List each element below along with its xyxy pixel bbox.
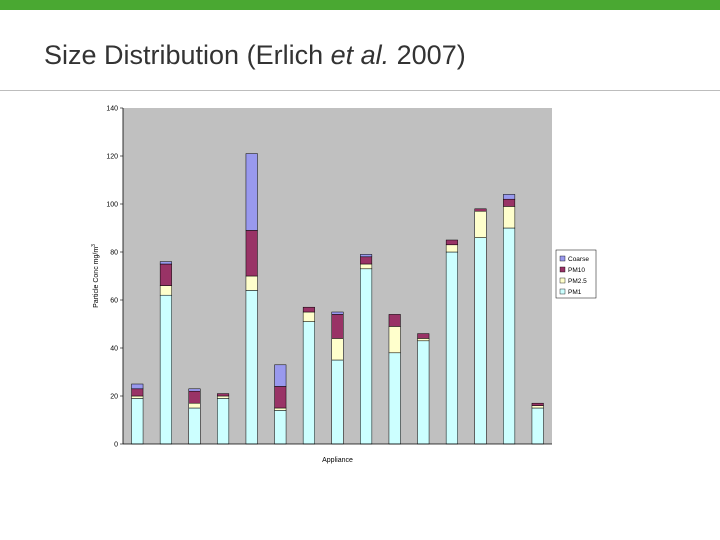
bar-segment-pm10	[159, 263, 172, 286]
bar-segment-pm2-5	[188, 402, 201, 409]
bar-segment-pm2-5	[417, 338, 430, 342]
title-italic: et al.	[330, 40, 390, 70]
bar-segment-pm10	[131, 388, 144, 397]
bar-segment-pm1	[531, 407, 544, 445]
bar-segment-pm10	[302, 306, 315, 313]
y-tick-label: 60	[110, 298, 118, 305]
bar-segment-pm1	[445, 251, 458, 445]
bar-segment-pm2-5	[388, 326, 401, 354]
y-tick-label: 20	[110, 394, 118, 401]
y-tick-label: 0	[114, 442, 118, 449]
bar-segment-pm2-5	[331, 338, 344, 361]
bar-segment-coarse	[503, 194, 516, 200]
slide-title: Size Distribution (Erlich et al. 2007)	[44, 40, 466, 71]
bar-segment-pm1	[331, 359, 344, 445]
bar-segment-pm1	[131, 398, 144, 445]
y-tick-label: 140	[106, 106, 118, 113]
y-tick-label: 40	[110, 346, 118, 353]
bar-segment-pm10	[417, 333, 430, 339]
bar-segment-pm2-5	[503, 206, 516, 229]
y-axis-label: Particle Conc mg/m3	[91, 244, 100, 308]
y-axis-label-text: Particle Conc mg/m	[93, 247, 100, 308]
bar-segment-pm2-5	[245, 275, 258, 291]
bar-segment-pm1	[388, 352, 401, 445]
bar-segment-pm1	[159, 294, 172, 445]
bar-segment-pm10	[217, 393, 230, 397]
bar-segment-pm10	[531, 402, 544, 406]
bar-segment-pm1	[474, 237, 487, 445]
legend-swatch	[559, 277, 566, 284]
bar-segment-pm10	[360, 256, 373, 265]
bar-segment-coarse	[245, 153, 258, 231]
title-divider	[0, 90, 720, 91]
top-accent-bar	[0, 0, 720, 10]
bar-segment-pm10	[188, 390, 201, 404]
bar-segment-pm2-5	[159, 285, 172, 296]
bar-segment-pm1	[274, 410, 287, 445]
bar-segment-pm10	[245, 230, 258, 277]
title-main: Size Distribution (Erlich	[44, 40, 331, 70]
legend-label: PM1	[568, 289, 582, 296]
legend-label: Coarse	[568, 256, 589, 263]
bar-segment-pm2-5	[302, 311, 315, 322]
bar-segment-pm2-5	[131, 395, 144, 399]
bar-segment-pm10	[445, 239, 458, 246]
legend-label: PM10	[568, 267, 585, 274]
bar-segment-pm2-5	[217, 395, 230, 399]
bar-segment-pm10	[474, 208, 487, 212]
legend-label: PM2.5	[568, 278, 587, 285]
bar-segment-pm2-5	[531, 405, 544, 409]
y-tick-label: 80	[110, 250, 118, 257]
bar-segment-coarse	[131, 383, 144, 390]
y-axis-label-superscript: 3	[91, 244, 97, 247]
title-end: 2007)	[389, 40, 466, 70]
bar-segment-pm1	[217, 398, 230, 445]
bar-segment-coarse	[159, 261, 172, 265]
bar-segment-pm1	[503, 227, 516, 445]
bar-segment-pm2-5	[274, 407, 287, 411]
bar-segment-coarse	[274, 364, 287, 387]
bar-segment-pm1	[417, 340, 430, 445]
y-tick-label: 120	[106, 154, 118, 161]
bar-segment-pm10	[503, 198, 516, 207]
bar-segment-pm1	[302, 321, 315, 445]
y-tick-label: 100	[106, 202, 118, 209]
bar-segment-coarse	[331, 311, 344, 315]
bar-segment-coarse	[360, 254, 373, 258]
legend-swatch	[559, 255, 566, 262]
bar-segment-pm10	[388, 314, 401, 327]
legend-swatch	[559, 266, 566, 273]
bar-segment-pm1	[245, 290, 258, 445]
bar-segment-pm1	[188, 407, 201, 445]
bar-segment-pm2-5	[360, 263, 373, 270]
x-axis-label: Appliance	[322, 457, 353, 464]
bar-segment-coarse	[188, 388, 201, 392]
bar-segment-pm10	[331, 314, 344, 339]
bar-segment-pm1	[360, 268, 373, 445]
legend: Coarse PM10 PM2.5 PM1	[555, 249, 597, 299]
bar-segment-pm2-5	[445, 244, 458, 253]
axes-group: 0 20 40 60 80 100 120 140	[106, 106, 552, 449]
bars-group	[131, 153, 544, 445]
bar-segment-pm10	[274, 386, 287, 409]
legend-swatch	[559, 288, 566, 295]
bar-segment-pm2-5	[474, 210, 487, 238]
